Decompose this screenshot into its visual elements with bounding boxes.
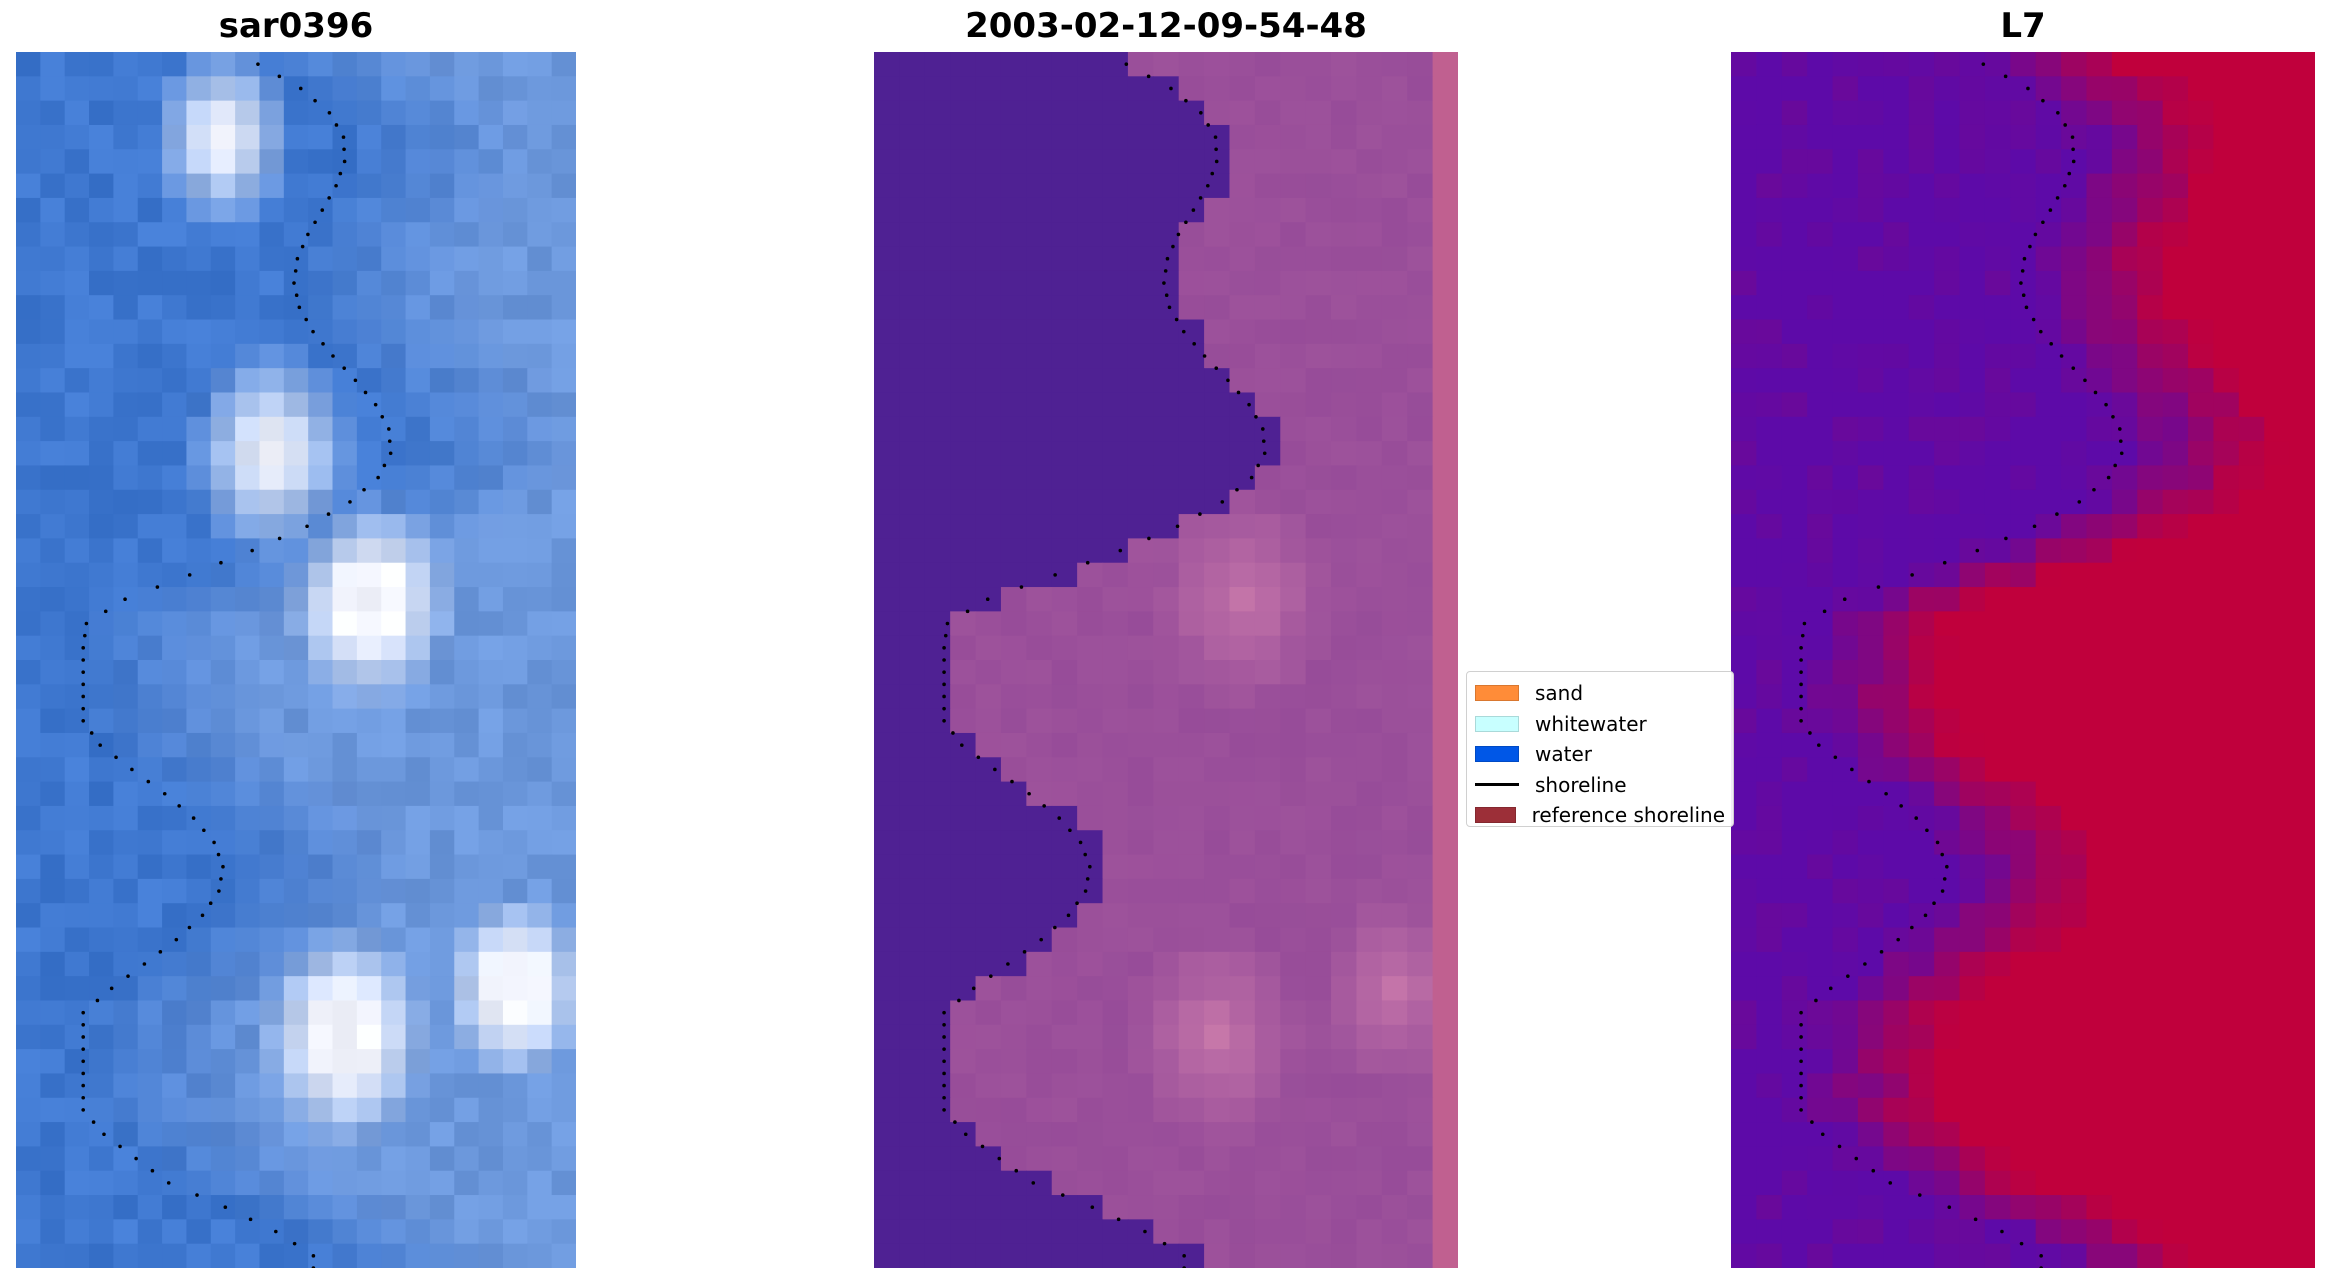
legend-item-water: water: [1475, 739, 1725, 770]
legend-item-shoreline: shoreline: [1475, 770, 1725, 801]
panel-title-sar0396: sar0396: [218, 6, 374, 46]
legend-item-reference-shoreline: reference shoreline: [1475, 800, 1725, 831]
legend-label: sand: [1535, 681, 1584, 706]
rgb-image: [16, 52, 576, 1268]
water-swatch: [1475, 746, 1519, 763]
legend-label: water: [1535, 742, 1592, 767]
raster-cells: [16, 52, 576, 1268]
legend-item-sand: sand: [1475, 678, 1725, 709]
whitewater-swatch: [1475, 715, 1519, 732]
legend-label: reference shoreline: [1531, 803, 1725, 828]
classified-image: [874, 52, 1458, 1268]
shoreline-line-swatch: [1475, 783, 1519, 787]
panel-title-date: 2003-02-12-09-54-48: [965, 6, 1367, 46]
raster-cells: [874, 52, 1458, 1268]
shoreline-dots: [81, 62, 393, 1268]
legend-item-whitewater: whitewater: [1475, 709, 1725, 740]
reference-shoreline-swatch: [1475, 807, 1516, 824]
rgb-image-panel: [16, 52, 576, 1268]
classified-image-panel: [874, 52, 1458, 1268]
sand-swatch: [1475, 685, 1519, 702]
panel-title-l7: L7: [2000, 6, 2046, 46]
shoreline-dots: [942, 62, 1267, 1268]
raster-cells: [1731, 52, 2315, 1268]
shoreline-dots: [1799, 62, 2124, 1268]
index-image: [1731, 52, 2315, 1268]
legend: sand whitewater water shoreline referenc…: [1466, 671, 1734, 827]
index-image-panel: [1731, 52, 2315, 1268]
legend-label: shoreline: [1535, 772, 1627, 797]
legend-label: whitewater: [1535, 711, 1647, 736]
